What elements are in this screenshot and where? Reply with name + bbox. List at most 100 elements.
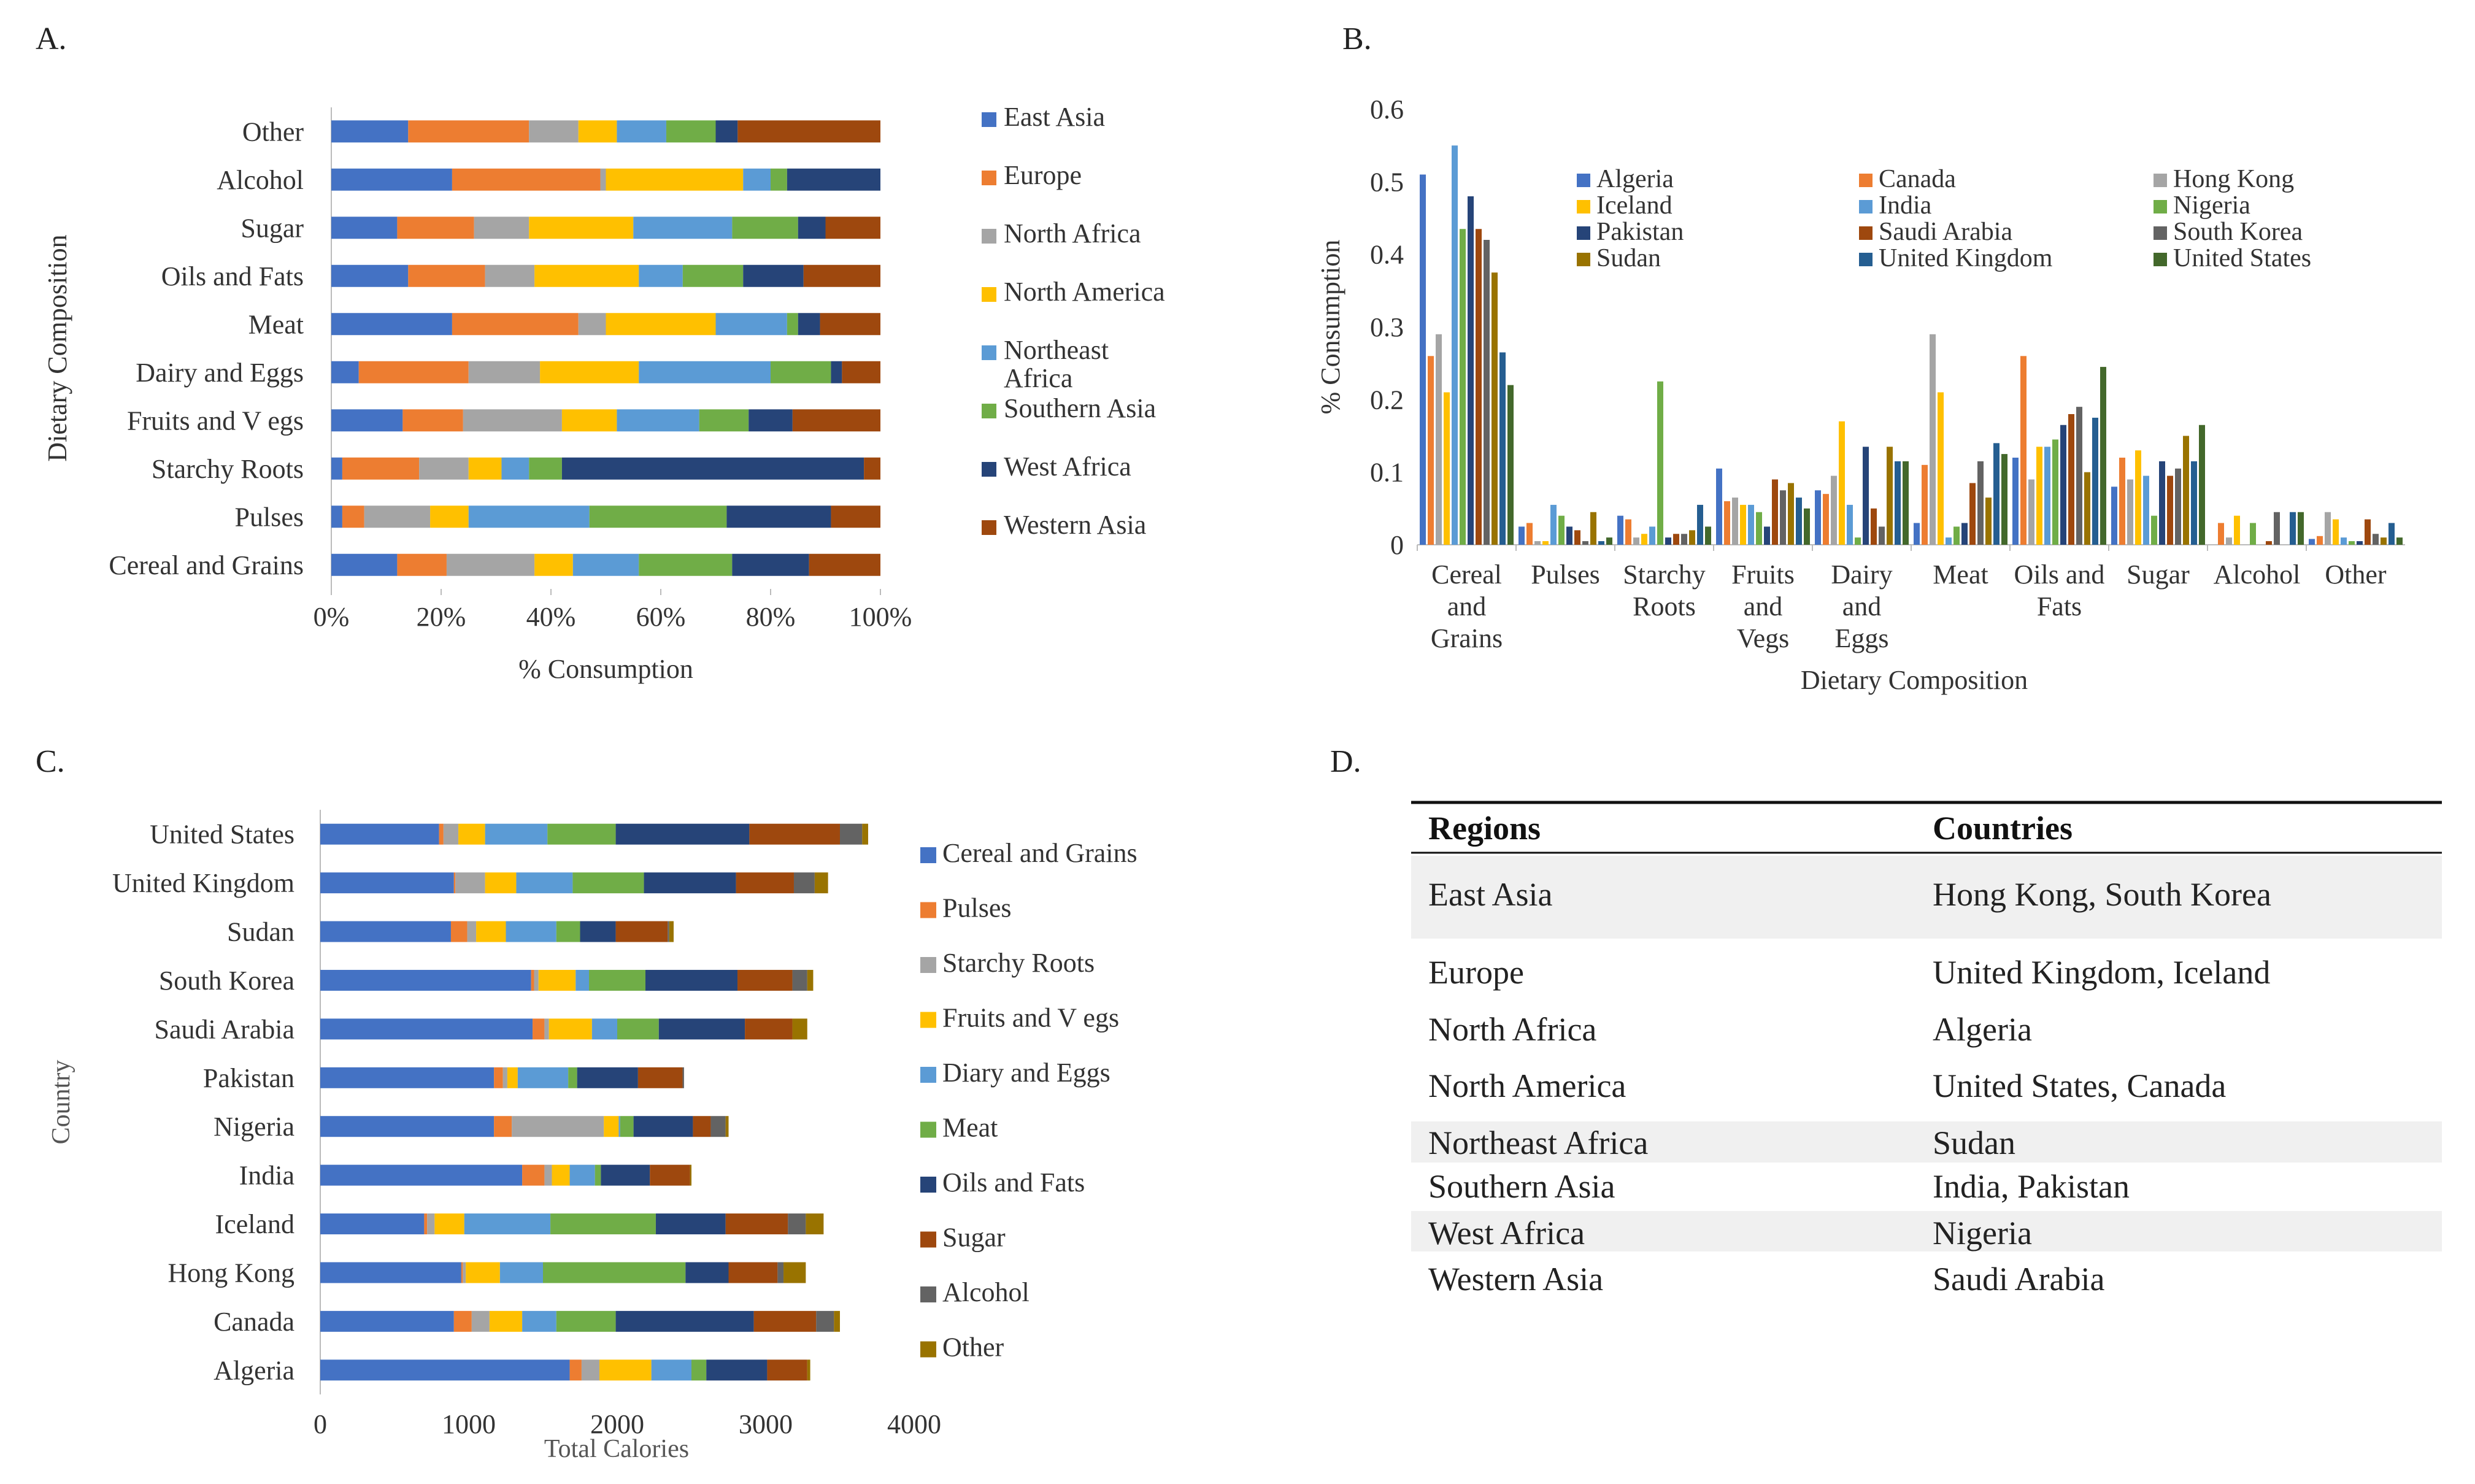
chart-b-bar-sugar-nigeria [2151, 515, 2157, 545]
chart-c-legend-swatch-other [920, 1341, 936, 1358]
chart-b-legend-label: Canada [1879, 165, 1956, 193]
chart-c-legend-label: Alcohol [942, 1277, 1030, 1307]
table-cell-region: West Africa [1428, 1215, 1585, 1251]
chart-a-legend-label: Southern Asia [1004, 393, 1156, 423]
chart-b-bar-dairy-and-eggs-nigeria [1855, 537, 1861, 545]
chart-c-bar-nigeria-fruits-and-v-egs [604, 1116, 619, 1137]
chart-c-bar-pakistan-cereal-and-grains [320, 1067, 495, 1088]
chart-c-bar-sudan-sugar [615, 921, 668, 942]
chart-c-legend-label: Diary and Eggs [942, 1058, 1110, 1088]
chart-a-bar-pulses-north-america [430, 506, 469, 528]
chart-b-bar-oils-and-fats-saudi-arabia [2068, 414, 2074, 545]
table-cell-region: North Africa [1428, 1011, 1596, 1048]
chart-b-bar-dairy-and-eggs-india [1847, 504, 1853, 545]
chart-b-bar-alcohol-canada [2218, 523, 2224, 545]
chart-a-legend-swatch-northeast-africa [982, 345, 996, 360]
chart-b-bar-meat-pakistan [1961, 523, 1968, 545]
chart-b-legend-swatch-united-states [2154, 253, 2167, 266]
chart-a-bar-meat-europe [452, 313, 579, 336]
chart-b-bar-alcohol-south-korea [2274, 512, 2280, 545]
chart-c-category-label: Sudan [227, 917, 294, 947]
chart-b-bar-alcohol-united-kingdom [2290, 512, 2296, 545]
chart-b-bar-meat-united-states [2001, 454, 2007, 545]
chart-b-bar-starchy-roots-pakistan [1665, 537, 1671, 545]
chart-c-bar-canada-sugar [753, 1310, 817, 1332]
chart-c-bar-hong-kong-diary-and-eggs [499, 1262, 543, 1283]
chart-b-legend-swatch-india [1859, 200, 1873, 213]
regions-table: Regions Countries East Asia Hong Kong, So… [1411, 801, 2442, 1298]
chart-a-bar-other-northeast-africa [617, 120, 666, 143]
chart-b-bar-starchy-roots-hong-kong [1633, 537, 1639, 545]
chart-c-category-label: Algeria [214, 1355, 294, 1385]
chart-b-bar-fruits-and-vegs-pakistan [1764, 526, 1770, 545]
panel-letter-d: D. [1330, 744, 1361, 779]
chart-c-bar-canada-diary-and-eggs [522, 1310, 556, 1332]
chart-b-legend-swatch-canada [1859, 174, 1873, 187]
chart-c-bar-pakistan-fruits-and-v-egs [507, 1067, 518, 1088]
chart-b-bar-oils-and-fats-united-kingdom [2092, 417, 2098, 545]
chart-b-bar-oils-and-fats-united-states [2100, 367, 2106, 545]
chart-b-bar-other-iceland [2333, 519, 2339, 545]
chart-c-bar-iceland-sugar [725, 1213, 788, 1235]
chart-c-bar-algeria-meat [691, 1359, 707, 1381]
chart-c-bar-canada-cereal-and-grains [320, 1310, 454, 1332]
chart-c-bar-india-starchy-roots [544, 1164, 552, 1186]
chart-c-bar-algeria-pulses [569, 1359, 582, 1381]
chart-c-bar-south-korea-sugar [737, 969, 793, 991]
chart-b-bar-oils-and-fats-iceland [2036, 447, 2042, 545]
chart-b-category-label: and [1842, 591, 1882, 621]
chart-c-category-label: Pakistan [203, 1063, 294, 1093]
chart-a-bar-cereal-and-grains-east-asia [331, 553, 398, 576]
chart-c-bar-united-kingdom-fruits-and-v-egs [485, 872, 517, 894]
chart-b-legend-swatch-pakistan [1577, 226, 1590, 240]
chart-c-legend-label: Other [942, 1332, 1004, 1363]
chart-c-bar-south-korea-alcohol [792, 969, 807, 991]
chart-b-y-tick-label: 0.5 [1370, 167, 1404, 197]
chart-b-y-tick-label: 0.3 [1370, 312, 1404, 342]
chart-c-bar-united-kingdom-starchy-roots [455, 872, 485, 894]
chart-b-bar-oils-and-fats-algeria [2012, 458, 2019, 545]
chart-c-bar-iceland-diary-and-eggs [464, 1213, 551, 1235]
chart-b-category-label: Vegs [1737, 623, 1790, 653]
table-header-countries: Countries [1933, 810, 2073, 847]
chart-a-bar-oils-and-fats-southern-asia [682, 264, 744, 287]
chart-c-bar-united-states-fruits-and-v-egs [458, 823, 485, 845]
chart-c-bar-saudi-arabia-other [792, 1018, 807, 1040]
table-cell-countries: Nigeria [1933, 1215, 2032, 1251]
chart-a-bar-alcohol-north-america [606, 168, 744, 191]
chart-a-legend-swatch-north-africa [982, 229, 996, 244]
chart-b-bar-cereal-and-grains-hong-kong [1436, 334, 1442, 545]
chart-b-bar-other-sudan [2381, 537, 2387, 545]
chart-a-x-tick-label: 100% [849, 602, 912, 632]
chart-b-category-label: Oils and [2014, 559, 2105, 590]
chart-a-bar-alcohol-east-asia [331, 168, 452, 191]
chart-a-bar-sugar-east-asia [331, 217, 398, 239]
chart-b-category-label: Sugar [2127, 559, 2190, 590]
chart-a-x-tick-label: 80% [746, 602, 796, 632]
chart-b-bar-sugar-canada [2119, 458, 2125, 545]
chart-c-legend-swatch-oils-and-fats [920, 1177, 936, 1193]
chart-b-bar-pulses-saudi-arabia [1574, 530, 1580, 545]
chart-c-bar-united-kingdom-pulses [453, 872, 456, 894]
chart-b-bar-cereal-and-grains-united-kingdom [1499, 352, 1506, 545]
chart-a-y-axis-label: Dietary Composition [42, 234, 72, 461]
chart-c-bar-india-oils-and-fats [601, 1164, 650, 1186]
chart-c-bar-pakistan-sugar [637, 1067, 683, 1088]
chart-c-legend-label: Pulses [942, 893, 1011, 923]
chart-c-bar-sudan-meat [556, 921, 580, 942]
chart-a-bar-pulses-europe [342, 506, 364, 528]
chart-a-bar-starchy-roots-northeast-africa [501, 457, 529, 480]
chart-b-bar-sugar-india [2143, 475, 2149, 545]
chart-c-legend-swatch-sugar [920, 1231, 936, 1248]
chart-c-bar-sudan-diary-and-eggs [506, 921, 556, 942]
chart-c-bar-united-states-starchy-roots [443, 823, 459, 845]
chart-a-bar-fruits-and-v-egs-northeast-africa [617, 409, 699, 432]
chart-b-bar-cereal-and-grains-sudan [1492, 272, 1498, 545]
chart-b-category-label: Pulses [1531, 559, 1599, 590]
chart-a-bar-alcohol-north-africa [600, 168, 606, 191]
chart-c-bar-nigeria-meat [620, 1116, 634, 1137]
chart-b-bar-sugar-united-states [2199, 425, 2205, 545]
chart-a-bar-fruits-and-v-egs-north-america [561, 409, 617, 432]
chart-c-bar-united-kingdom-alcohol [793, 872, 815, 894]
chart-a-bar-meat-west-africa [798, 313, 820, 336]
